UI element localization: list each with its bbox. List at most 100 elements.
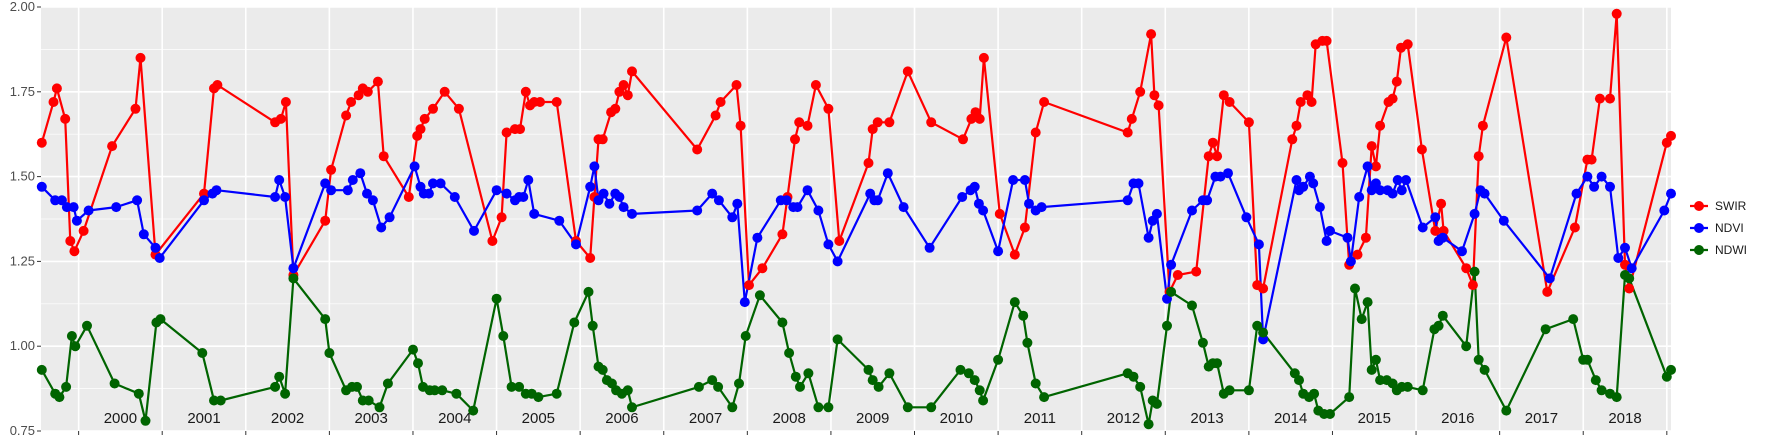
point-ndwi	[491, 293, 502, 304]
point-ndvi	[627, 208, 637, 219]
point-ndwi	[955, 364, 966, 375]
point-ndvi	[469, 225, 479, 236]
point-ndwi	[969, 375, 980, 386]
point-ndwi	[926, 402, 937, 413]
point-ndwi	[1039, 392, 1050, 403]
legend-key-ndwi	[1694, 245, 1704, 255]
point-ndwi	[813, 402, 824, 413]
point-ndwi	[288, 273, 299, 284]
point-ndvi	[150, 242, 161, 253]
point-ndwi	[1009, 297, 1020, 308]
point-ndwi	[133, 388, 144, 399]
point-swir	[69, 246, 80, 257]
point-swir	[1352, 249, 1363, 260]
point-ndwi	[873, 381, 884, 392]
point-ndvi	[1605, 181, 1615, 192]
point-ndvi	[1666, 188, 1676, 199]
point-swir	[994, 208, 1005, 219]
year-label: 2013	[1190, 410, 1223, 427]
point-ndvi	[739, 297, 750, 308]
point-ndvi	[618, 202, 629, 213]
point-ndvi	[898, 202, 909, 213]
x-axis	[78, 431, 1668, 435]
point-ndwi	[270, 381, 281, 392]
point-ndwi	[1197, 337, 1208, 348]
point-ndvi	[957, 192, 968, 202]
point-ndwi	[1437, 310, 1448, 321]
point-ndvi	[872, 195, 883, 206]
point-ndvi	[1151, 208, 1162, 219]
point-swir	[1146, 29, 1157, 40]
year-labels: 2000 2001 2002 2003 2004 2005 2006 2007 2008 2009…	[104, 410, 1642, 427]
point-ndwi	[109, 378, 120, 389]
legend: SWIR NDVI NDWI	[1690, 199, 1747, 257]
point-swir	[1203, 151, 1214, 162]
point-swir	[1287, 134, 1298, 145]
point-ndvi	[423, 188, 434, 199]
point-swir	[107, 141, 118, 152]
point-ndvi	[132, 195, 143, 206]
point-ndwi	[498, 331, 509, 341]
point-ndvi	[111, 202, 122, 213]
point-swir	[1402, 39, 1413, 50]
point-swir	[341, 110, 352, 121]
point-swir	[735, 120, 746, 131]
point-swir	[863, 158, 874, 168]
point-swir	[1126, 113, 1137, 124]
point-ndwi	[1624, 273, 1635, 284]
point-ndwi	[1309, 388, 1320, 399]
point-ndwi	[1596, 385, 1607, 396]
year-label: 2003	[354, 410, 387, 427]
point-ndvi	[1544, 273, 1555, 284]
point-swir	[834, 236, 845, 246]
point-ndvi	[1166, 259, 1177, 270]
point-ndwi	[451, 388, 462, 399]
point-ndvi	[1215, 171, 1226, 182]
point-swir	[610, 103, 621, 114]
y-tick-label: 2.00	[10, 0, 35, 14]
point-swir	[453, 103, 464, 114]
point-ndvi	[523, 175, 534, 185]
point-swir	[419, 113, 430, 124]
point-swir	[403, 192, 414, 202]
point-ndwi	[587, 320, 598, 331]
point-ndvi	[692, 205, 703, 216]
point-ndwi	[1666, 364, 1676, 375]
legend-key-ndvi	[1694, 223, 1704, 233]
point-ndwi	[1030, 378, 1041, 389]
point-ndwi	[1362, 297, 1373, 308]
point-swir	[520, 86, 531, 97]
point-swir	[1436, 198, 1447, 209]
point-ndwi	[533, 392, 544, 403]
point-ndwi	[1611, 392, 1622, 403]
point-swir	[692, 144, 703, 155]
point-ndvi	[585, 181, 596, 192]
y-tick-label: 1.50	[10, 169, 35, 184]
point-swir	[823, 103, 834, 114]
point-swir	[439, 86, 450, 97]
point-ndvi	[1457, 246, 1467, 257]
point-swir	[48, 97, 59, 107]
point-ndvi	[1437, 232, 1448, 243]
point-ndwi	[993, 354, 1004, 365]
point-ndwi	[1128, 371, 1139, 382]
point-ndwi	[707, 375, 718, 386]
point-swir	[36, 137, 47, 148]
point-ndvi	[813, 205, 824, 216]
point-swir	[710, 110, 721, 121]
point-swir	[1605, 93, 1615, 104]
point-ndwi	[740, 331, 751, 341]
point-swir	[1009, 249, 1020, 260]
point-swir	[1416, 144, 1427, 155]
point-swir	[1122, 127, 1133, 138]
point-ndwi	[320, 314, 331, 325]
point-ndwi	[1479, 364, 1490, 375]
point-swir	[622, 90, 633, 101]
year-label: 2002	[271, 410, 304, 427]
point-ndvi	[1430, 212, 1441, 223]
point-swir	[1473, 151, 1484, 162]
point-ndwi	[1224, 385, 1235, 396]
point-swir	[794, 117, 805, 128]
point-ndvi	[138, 229, 149, 240]
